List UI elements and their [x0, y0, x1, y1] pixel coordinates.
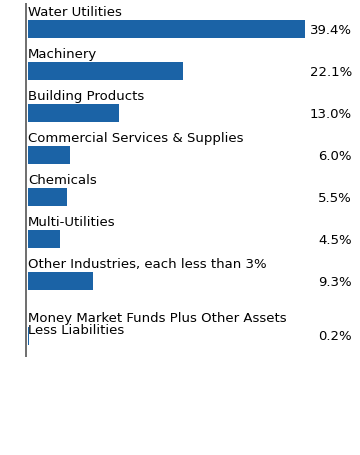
Text: Multi-Utilities: Multi-Utilities — [28, 216, 116, 228]
Bar — [28, 21, 305, 39]
Text: Machinery: Machinery — [28, 48, 97, 61]
Bar — [28, 188, 67, 207]
Text: Less Liabilities: Less Liabilities — [28, 324, 124, 336]
Text: Other Industries, each less than 3%: Other Industries, each less than 3% — [28, 258, 267, 270]
Text: 39.4%: 39.4% — [310, 24, 352, 36]
Text: Money Market Funds Plus Other Assets: Money Market Funds Plus Other Assets — [28, 311, 287, 324]
Bar — [28, 273, 93, 290]
Text: 9.3%: 9.3% — [318, 275, 352, 288]
Text: Chemicals: Chemicals — [28, 174, 97, 187]
Text: 6.0%: 6.0% — [319, 149, 352, 162]
Text: 5.5%: 5.5% — [318, 191, 352, 204]
Bar — [28, 105, 119, 123]
Text: 4.5%: 4.5% — [318, 233, 352, 246]
Text: Building Products: Building Products — [28, 90, 144, 103]
Bar — [28, 147, 70, 165]
Text: Commercial Services & Supplies: Commercial Services & Supplies — [28, 131, 243, 145]
Text: 22.1%: 22.1% — [310, 66, 352, 78]
Bar — [28, 327, 30, 345]
Text: 13.0%: 13.0% — [310, 107, 352, 120]
Text: Water Utilities: Water Utilities — [28, 6, 122, 19]
Bar — [28, 231, 60, 248]
Text: 0.2%: 0.2% — [318, 330, 352, 343]
Bar — [28, 63, 183, 81]
